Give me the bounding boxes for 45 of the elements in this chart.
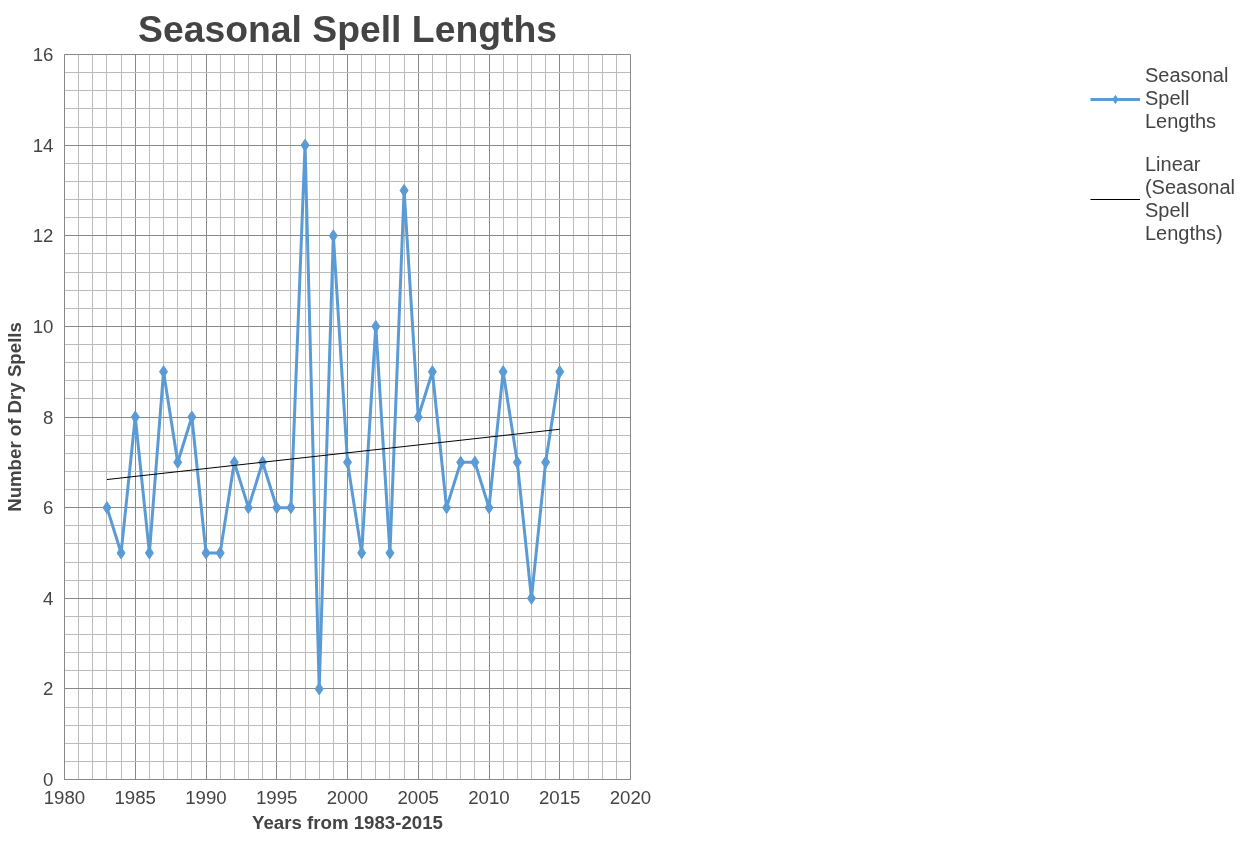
- point: [541, 455, 551, 469]
- point: [229, 455, 239, 469]
- point: [286, 501, 296, 515]
- point: [357, 546, 367, 560]
- x-tick-label: 2000: [326, 786, 369, 808]
- point: [442, 501, 452, 515]
- y-axis-title: Number of Dry Spells: [3, 322, 25, 512]
- point: [300, 138, 310, 152]
- point: [470, 455, 480, 469]
- point: [243, 501, 253, 515]
- y-tick-label: 4: [43, 587, 54, 609]
- x-tick-label: 1990: [185, 786, 227, 808]
- x-tick-label: 1985: [114, 786, 157, 808]
- point: [187, 410, 197, 424]
- point: [456, 455, 466, 469]
- point: [484, 501, 494, 515]
- legend-label: Linear (Seasonal Spell Lengths): [1144, 153, 1235, 245]
- point: [512, 455, 522, 469]
- point: [555, 365, 565, 379]
- x-tick-label: 1995: [256, 786, 298, 808]
- y-tick-label: 14: [32, 134, 54, 156]
- y-tick-label: 2: [43, 678, 54, 700]
- point: [314, 682, 324, 696]
- x-tick-label: 2015: [539, 786, 581, 808]
- x-axis-title: Years from 1983-2015: [252, 811, 443, 833]
- legend-label: Seasonal Spell Lengths: [1144, 64, 1229, 133]
- point: [215, 546, 225, 560]
- chart-title: Seasonal Spell Lengths: [137, 7, 558, 50]
- y-tick-label: 8: [43, 406, 54, 428]
- y-tick-label: 6: [43, 497, 54, 519]
- y-tick-label: 16: [32, 44, 54, 65]
- x-tick-label: 2005: [397, 786, 440, 808]
- point: [102, 501, 112, 515]
- y-tick-label: 10: [32, 315, 54, 337]
- point: [413, 410, 423, 424]
- x-tick-label: 2010: [468, 786, 510, 808]
- y-tick-label: 12: [32, 225, 54, 247]
- point: [399, 183, 409, 197]
- point: [371, 319, 381, 333]
- point: [385, 546, 395, 560]
- point: [201, 546, 211, 560]
- point: [130, 410, 140, 424]
- x-tick-label: 2020: [609, 786, 652, 808]
- point: [272, 501, 282, 515]
- point: [144, 546, 154, 560]
